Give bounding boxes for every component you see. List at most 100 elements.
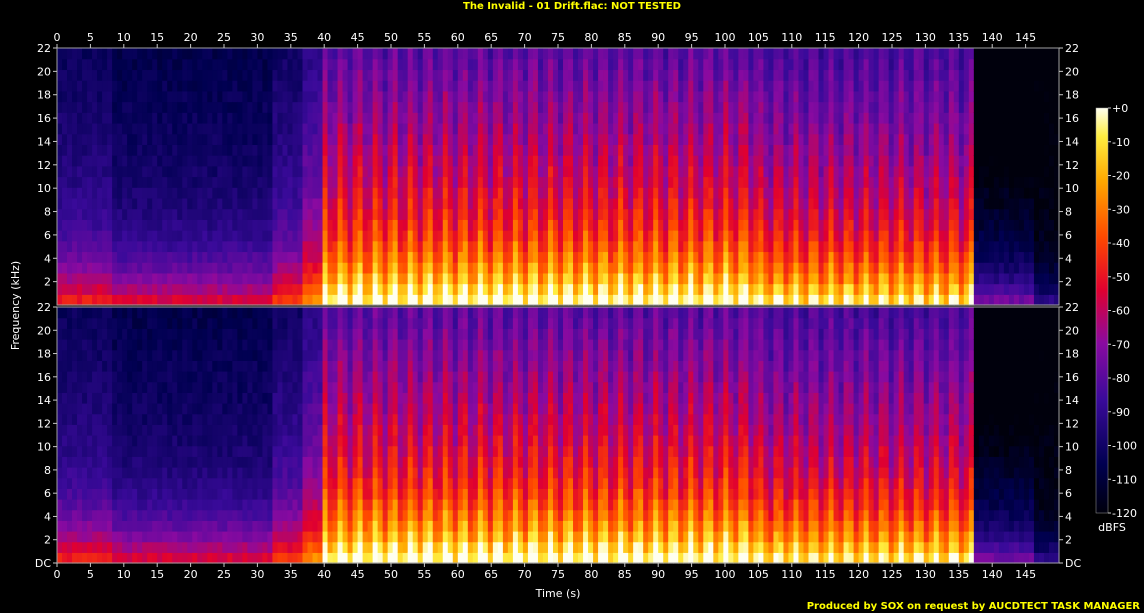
colorbar-tick-label: -120 <box>1112 507 1137 520</box>
y-tick-label-right: 12 <box>1065 159 1079 172</box>
y-tick-label-right: 4 <box>1065 252 1072 265</box>
y-tick-label-left: 10 <box>37 441 51 454</box>
colorbar <box>1095 107 1109 514</box>
colorbar-tick-label: +0 <box>1112 102 1128 115</box>
y-tick-label-right: 16 <box>1065 371 1079 384</box>
x-tick-label-top: 95 <box>685 31 699 44</box>
y-tick-label-right: 8 <box>1065 464 1072 477</box>
x-tick-label-bottom: 45 <box>351 568 365 581</box>
y-tick-label-left: 14 <box>37 135 51 148</box>
x-tick-label-bottom: 80 <box>584 568 598 581</box>
chart-title: The Invalid - 01 Drift.flac: NOT TESTED <box>463 1 681 12</box>
y-tick-label-right: 6 <box>1065 229 1072 242</box>
x-tick-label-bottom: 95 <box>685 568 699 581</box>
y-tick-label-right: 8 <box>1065 206 1072 219</box>
y-tick-label-left: 22 <box>37 301 51 314</box>
y-tick-label-left: 6 <box>44 487 51 500</box>
colorbar-tick-label: -80 <box>1112 372 1130 385</box>
y-axis-label: Frequency (kHz) <box>9 261 22 350</box>
x-tick-label-bottom: 105 <box>748 568 769 581</box>
x-tick-label-top: 10 <box>117 31 131 44</box>
y-tick-label-left: 4 <box>44 252 51 265</box>
x-tick-label-bottom: 50 <box>384 568 398 581</box>
x-tick-label-top: 100 <box>715 31 736 44</box>
x-tick-label-top: 130 <box>915 31 936 44</box>
y-tick-label-right: 12 <box>1065 417 1079 430</box>
y-tick-label-right: 18 <box>1065 89 1079 102</box>
y-tick-label-left: 6 <box>44 229 51 242</box>
x-tick-label-bottom: 55 <box>417 568 431 581</box>
x-tick-label-bottom: 110 <box>781 568 802 581</box>
colorbar-tick-label: -90 <box>1112 406 1130 419</box>
x-tick-label-top: 80 <box>584 31 598 44</box>
colorbar-tick-label: -10 <box>1112 136 1130 149</box>
x-tick-label-bottom: 65 <box>484 568 498 581</box>
y-tick-label-left: 12 <box>37 159 51 172</box>
x-tick-label-bottom: 130 <box>915 568 936 581</box>
x-tick-label-bottom: 35 <box>284 568 298 581</box>
x-tick-label-bottom: 25 <box>217 568 231 581</box>
x-tick-label-bottom: 60 <box>451 568 465 581</box>
x-tick-label-bottom: 135 <box>948 568 969 581</box>
y-tick-label-left: 8 <box>44 206 51 219</box>
x-tick-label-top: 115 <box>815 31 836 44</box>
y-tick-label-left: 16 <box>37 371 51 384</box>
y-tick-label-right: 18 <box>1065 348 1079 361</box>
x-tick-label-top: 25 <box>217 31 231 44</box>
y-tick-label-right: 2 <box>1065 276 1072 289</box>
y-tick-label-right: 10 <box>1065 441 1079 454</box>
colorbar-label: dBFS <box>1098 521 1126 534</box>
x-tick-label-top: 5 <box>87 31 94 44</box>
y-tick-label-left: 16 <box>37 112 51 125</box>
x-tick-label-top: 145 <box>1015 31 1036 44</box>
x-tick-label-top: 120 <box>848 31 869 44</box>
y-tick-label-right: DC <box>1065 557 1081 570</box>
y-tick-label-left: 20 <box>37 65 51 78</box>
x-tick-label-top: 140 <box>982 31 1003 44</box>
y-tick-label-left: 14 <box>37 394 51 407</box>
y-tick-label-right: 20 <box>1065 324 1079 337</box>
x-tick-label-top: 0 <box>54 31 61 44</box>
y-tick-label-right: 14 <box>1065 135 1079 148</box>
x-tick-label-top: 85 <box>618 31 632 44</box>
y-tick-label-left: 18 <box>37 348 51 361</box>
x-tick-label-bottom: 125 <box>882 568 903 581</box>
x-tick-label-bottom: 90 <box>651 568 665 581</box>
colorbar-tick-label: -40 <box>1112 237 1130 250</box>
x-tick-label-top: 65 <box>484 31 498 44</box>
y-tick-label-left: 2 <box>44 534 51 547</box>
x-tick-label-bottom: 145 <box>1015 568 1036 581</box>
colorbar-tick-label: -50 <box>1112 271 1130 284</box>
y-tick-label-right: 14 <box>1065 394 1079 407</box>
x-tick-label-bottom: 140 <box>982 568 1003 581</box>
x-tick-label-top: 35 <box>284 31 298 44</box>
x-tick-label-top: 15 <box>150 31 164 44</box>
y-tick-label-right: 16 <box>1065 112 1079 125</box>
colorbar-tick-label: -30 <box>1112 203 1130 216</box>
x-tick-label-top: 40 <box>317 31 331 44</box>
y-tick-label-left: 2 <box>44 276 51 289</box>
y-tick-label-left: 12 <box>37 417 51 430</box>
x-tick-label-bottom: 0 <box>54 568 61 581</box>
x-tick-label-bottom: 30 <box>250 568 264 581</box>
footer-credit: Produced by SOX on request by AUCDTECT T… <box>806 601 1140 612</box>
x-tick-label-top: 125 <box>882 31 903 44</box>
y-tick-label-right: 10 <box>1065 182 1079 195</box>
x-tick-label-bottom: 70 <box>518 568 532 581</box>
x-tick-label-bottom: 100 <box>715 568 736 581</box>
y-tick-label-left: 20 <box>37 324 51 337</box>
colorbar-tick-label: -20 <box>1112 170 1130 183</box>
x-tick-label-top: 30 <box>250 31 264 44</box>
x-tick-label-bottom: 120 <box>848 568 869 581</box>
colorbar-tick-label: -100 <box>1112 440 1137 453</box>
x-tick-label-top: 110 <box>781 31 802 44</box>
x-axis-label: Time (s) <box>535 587 581 600</box>
y-tick-label-left: 18 <box>37 89 51 102</box>
x-tick-label-bottom: 75 <box>551 568 565 581</box>
channel-2-spectrogram <box>57 307 1060 564</box>
y-tick-label-left: 4 <box>44 510 51 523</box>
x-tick-label-bottom: 85 <box>618 568 632 581</box>
x-tick-label-top: 75 <box>551 31 565 44</box>
y-tick-label-right: 4 <box>1065 510 1072 523</box>
